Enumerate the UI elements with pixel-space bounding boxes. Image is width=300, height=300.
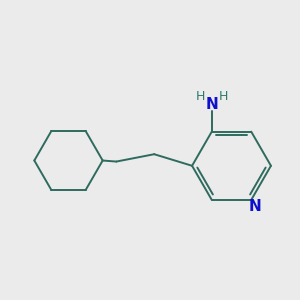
Text: H: H	[219, 90, 228, 104]
Text: H: H	[196, 90, 205, 104]
Text: N: N	[206, 97, 218, 112]
Text: N: N	[249, 199, 262, 214]
